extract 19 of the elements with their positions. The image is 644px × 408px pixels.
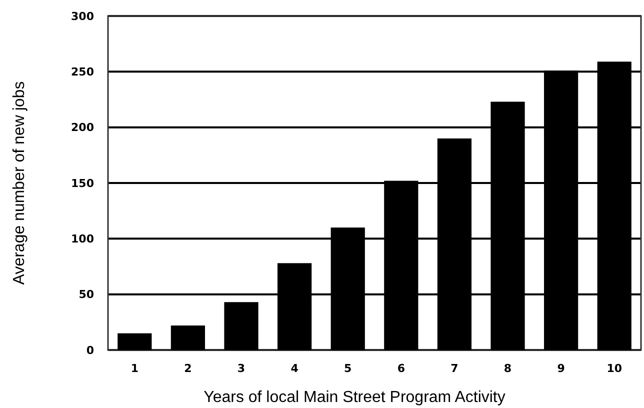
- y-tick-label: 200: [71, 121, 94, 134]
- x-tick-label: 9: [557, 362, 565, 375]
- x-tick-label: 8: [504, 362, 512, 375]
- y-tick-label: 300: [71, 10, 94, 23]
- y-tick-label: 150: [71, 176, 94, 190]
- x-tick-label: 2: [184, 362, 192, 375]
- x-axis-title: Years of local Main Street Program Activity: [204, 389, 506, 406]
- y-tick-label: 100: [71, 232, 94, 246]
- x-tick-label: 5: [344, 362, 352, 375]
- y-tick-label: 0: [86, 344, 94, 357]
- x-tick-label: 1: [130, 362, 138, 375]
- y-tick-label: 50: [78, 288, 94, 302]
- x-tick-label: 6: [397, 362, 406, 375]
- y-tick-label: 250: [71, 66, 94, 79]
- x-tick-label: 4: [290, 362, 299, 375]
- y-axis-title: Average number of new jobs: [11, 81, 28, 285]
- x-tick-label: 10: [606, 362, 622, 375]
- x-tick-label: 7: [450, 362, 458, 375]
- x-tick-label: 3: [237, 362, 246, 375]
